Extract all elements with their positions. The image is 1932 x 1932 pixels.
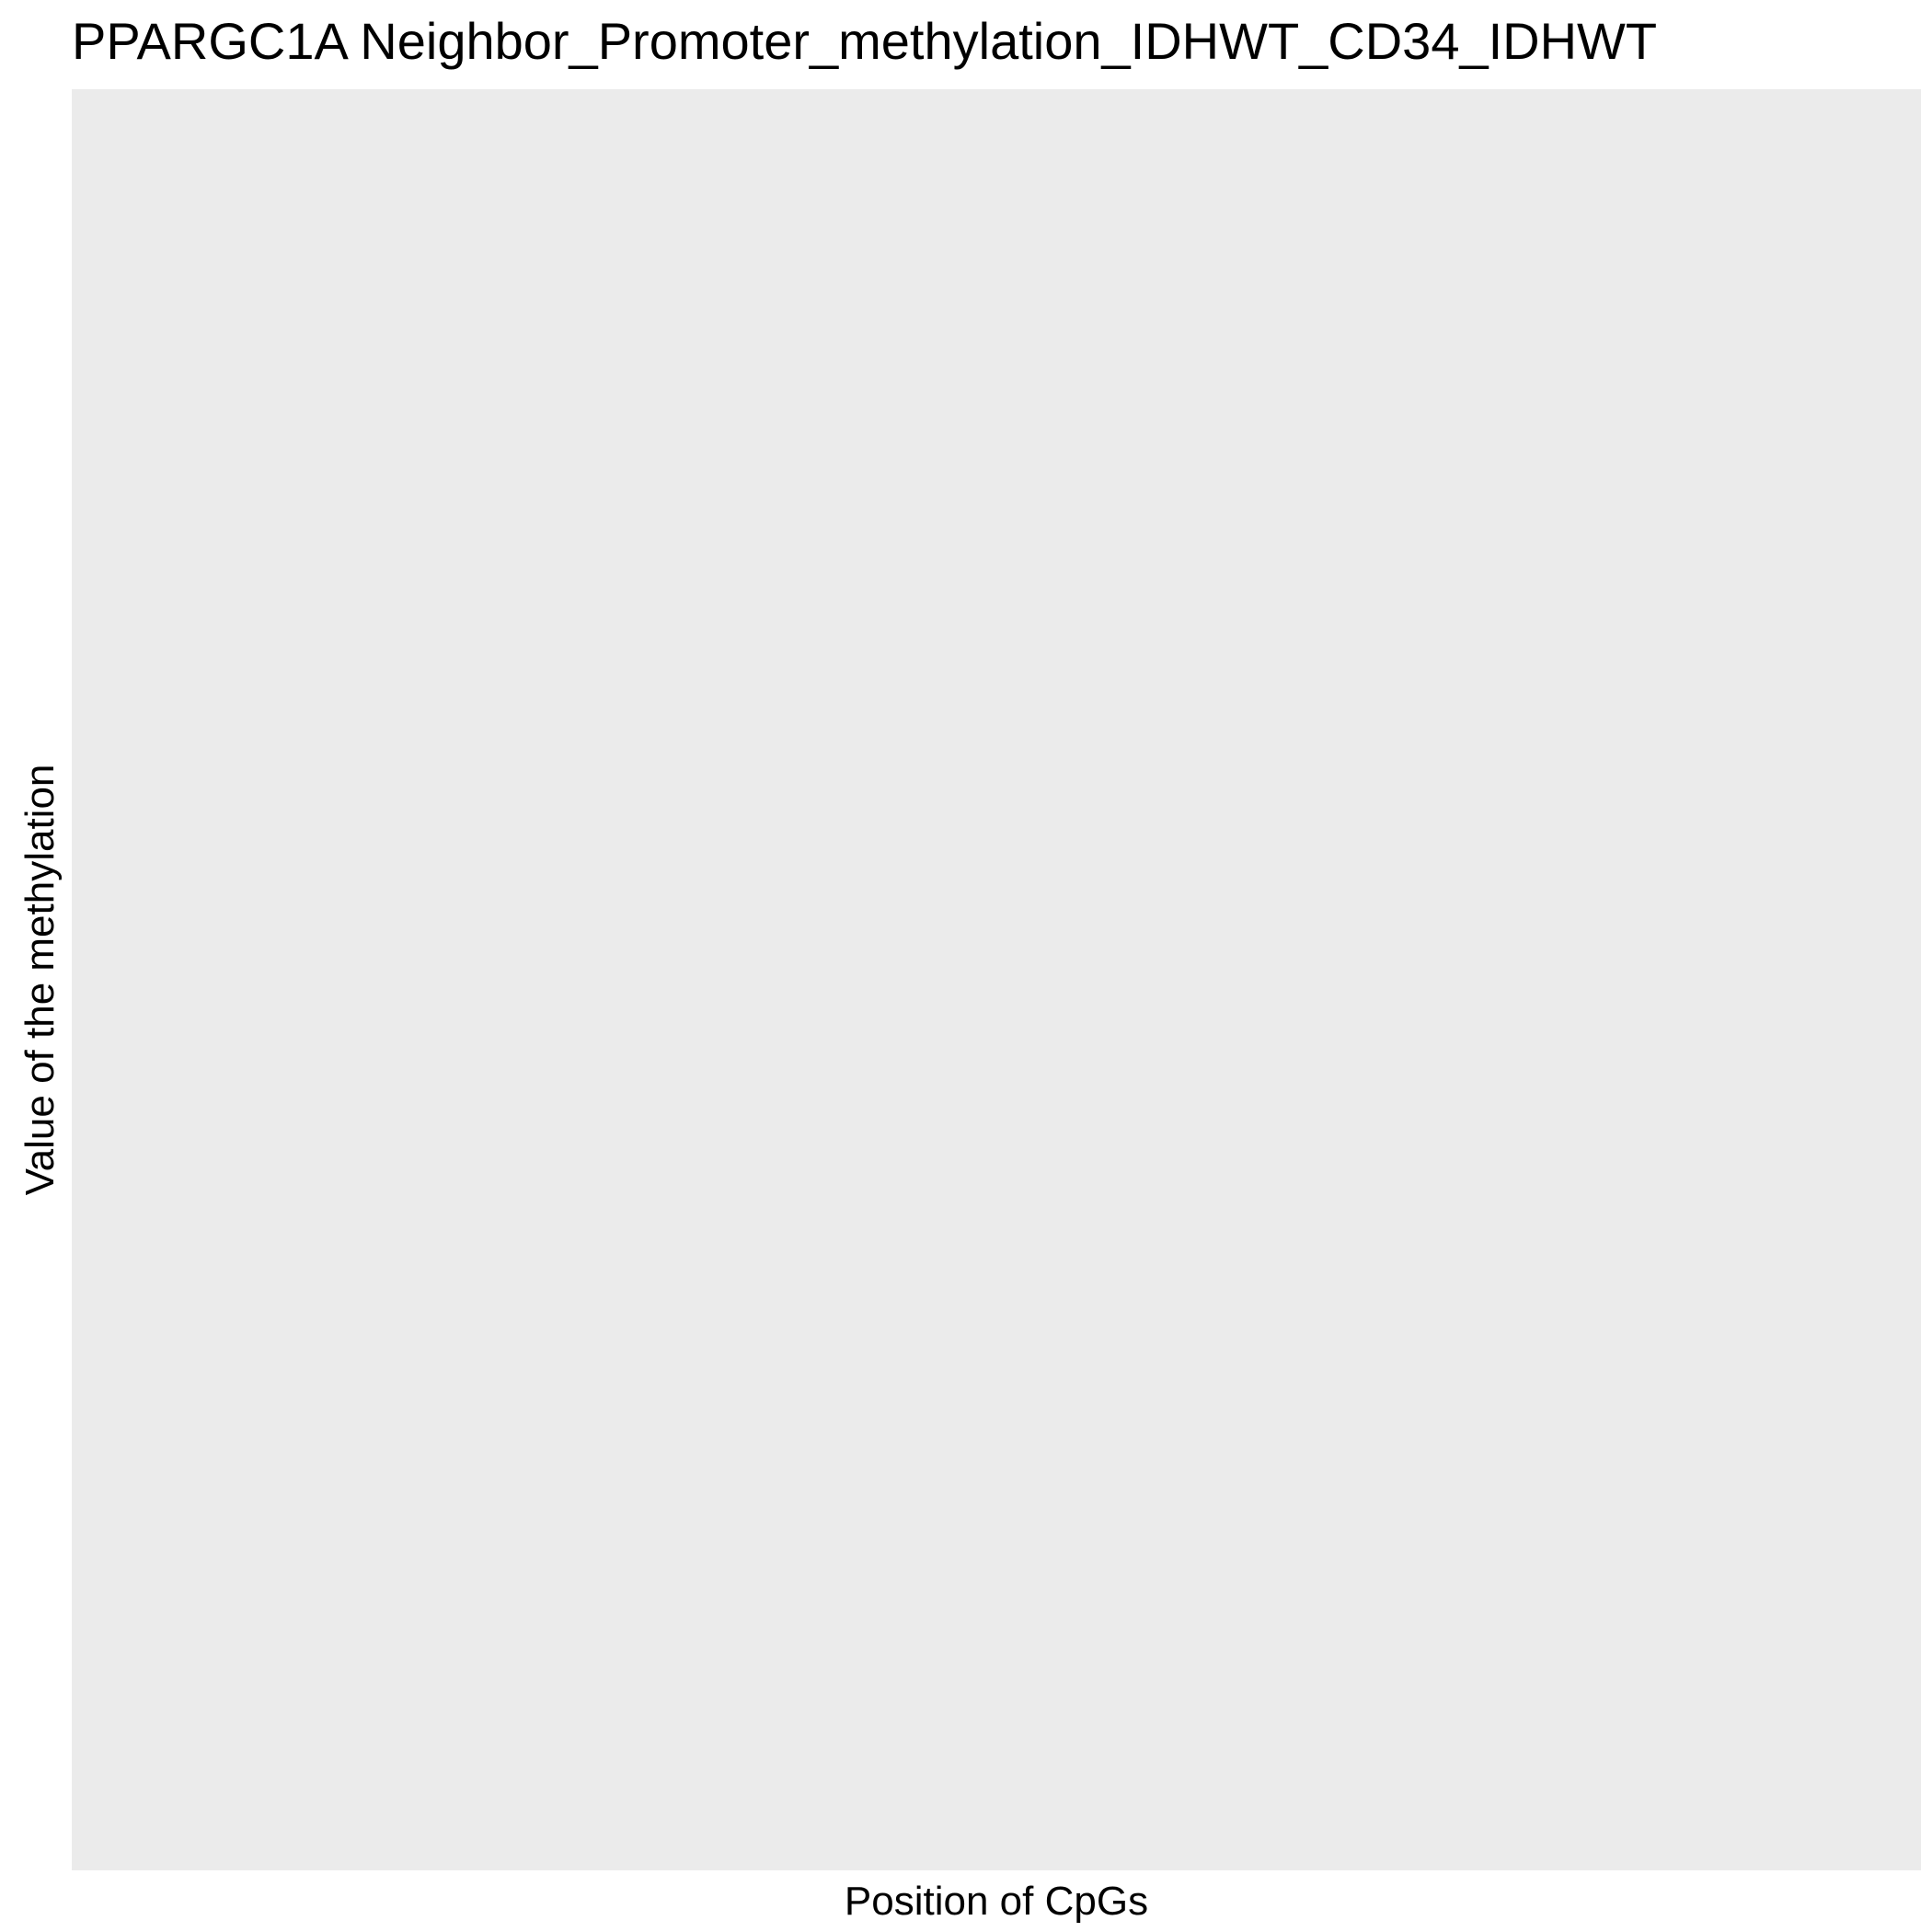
plot-area (72, 89, 1921, 1870)
chart-title: PPARGC1A Neighbor_Promoter_methylation_I… (72, 12, 1658, 70)
x-axis-label: Position of CpGs (844, 1879, 1149, 1924)
y-axis-label: Value of the methylation (17, 764, 63, 1196)
plot-panel (72, 89, 1921, 1870)
